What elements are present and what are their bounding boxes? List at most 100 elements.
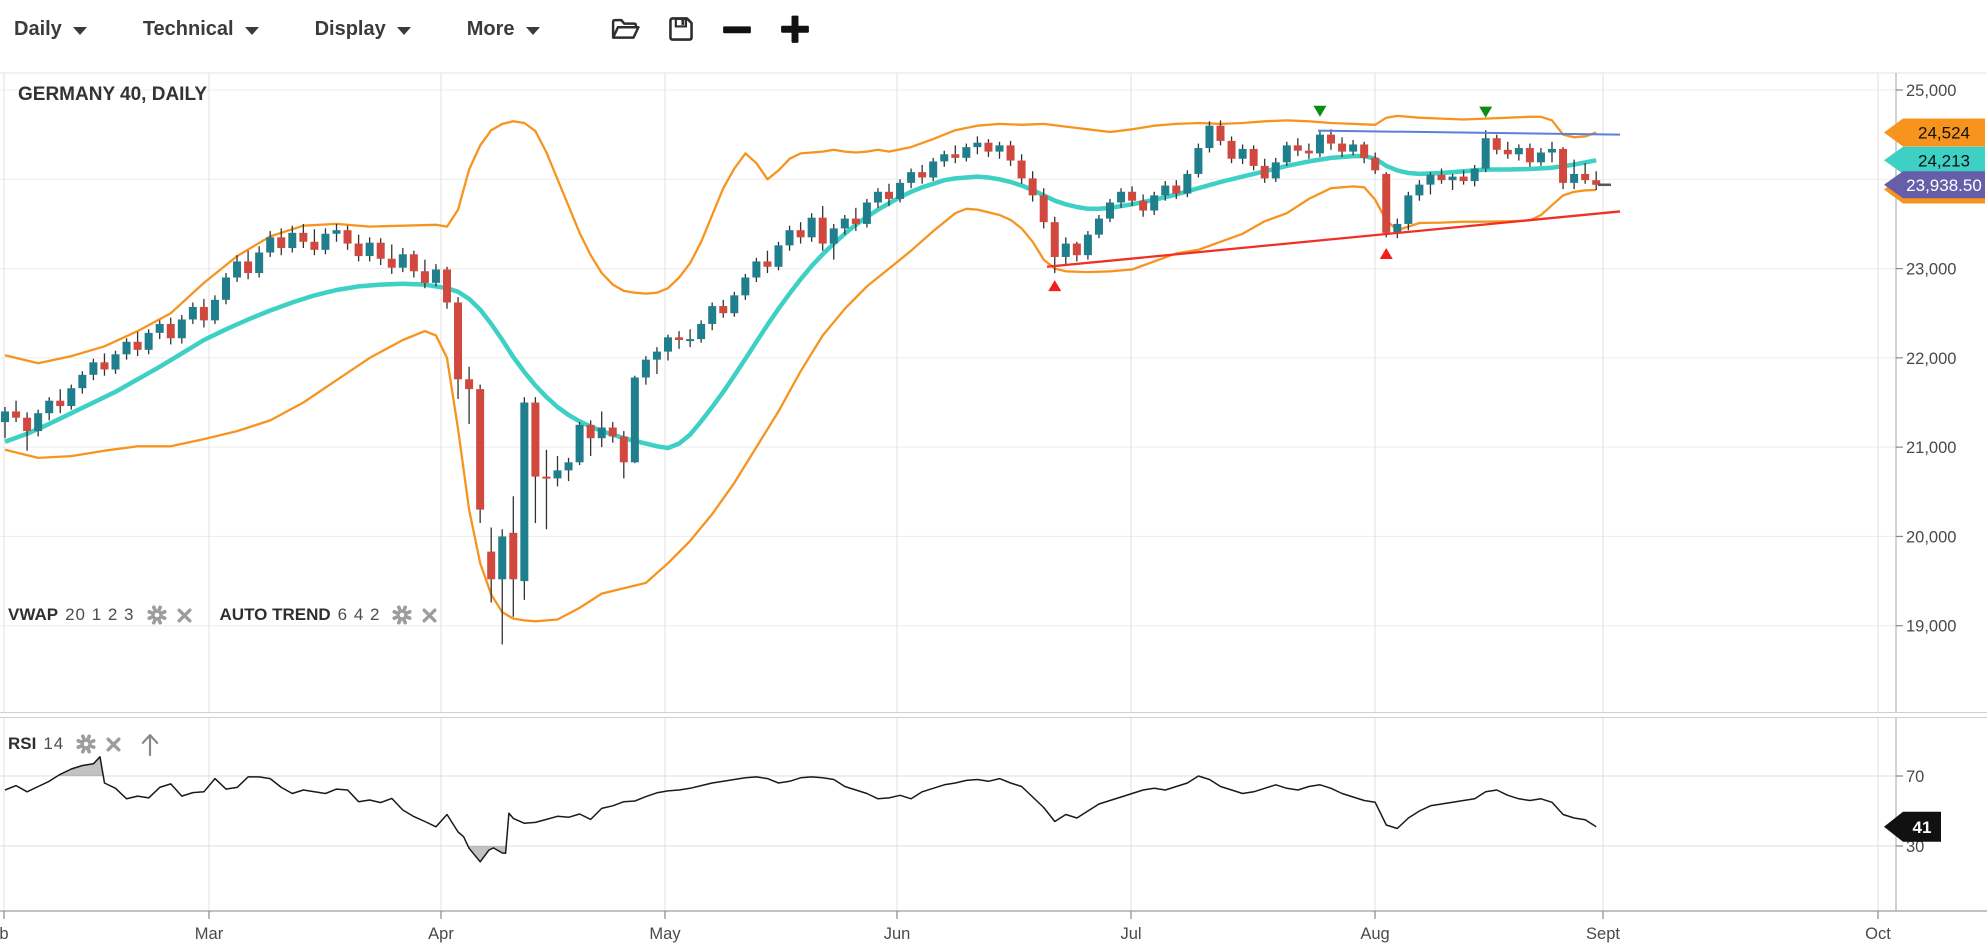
candle-body [133,341,142,350]
candle-body [675,337,684,341]
trendline-support [1046,210,1621,268]
candle-body [1338,143,1347,152]
candle-body [431,269,440,283]
sell-signal-icon [1479,106,1493,118]
candle-body [1581,173,1590,181]
chevron-down-icon [396,26,411,35]
candle-body [531,402,540,477]
price-tag-vwap [1884,146,1985,174]
candle-body [266,237,275,253]
menu-daily-label: Daily [14,17,62,40]
candle-body [1548,148,1556,153]
candle-body [664,337,672,352]
candle-body [1150,195,1159,211]
candle-body [233,261,242,278]
candle-body [343,230,352,244]
candle-body [1128,191,1137,201]
open-folder-icon[interactable] [610,15,641,43]
rsi-value-tag-value: 41 [1913,818,1932,837]
band-lower-line [4,185,1597,623]
candle-body [222,277,230,300]
menu-more[interactable]: More [467,18,540,41]
candle-body [1349,144,1358,152]
panel-splitter[interactable] [0,712,1987,718]
candle-body [1360,144,1369,158]
candle-body [398,254,407,268]
candle-body [697,323,706,340]
candle-body [1327,134,1335,144]
auto-trend-settings-icon[interactable] [392,605,413,625]
chevron-down-icon [72,26,87,35]
candle-body [1039,195,1048,223]
candle-body [1293,145,1302,151]
auto-trend-remove-icon[interactable] [422,607,437,623]
candle-body [376,242,385,259]
rsi-label: RSI [8,734,37,753]
candle-body [1,411,9,423]
candle-body [608,427,617,437]
candle-body [420,271,429,283]
menu-more-label: More [466,17,515,40]
candle-body [1139,200,1148,211]
candle-body [1559,148,1568,183]
auto-trend-label: AUTO TREND [219,605,331,624]
menu-technical[interactable]: Technical [143,18,259,41]
candle-body [829,228,838,244]
rsi-panel [4,756,1597,863]
save-icon[interactable] [667,15,695,43]
candle-body [520,402,529,582]
rsi-settings-icon[interactable] [76,734,96,754]
candle-body [553,470,562,479]
candles [1,120,1601,645]
zoom-in-icon[interactable] [779,15,811,43]
candle-body [1415,184,1424,196]
candle-body [155,323,164,333]
time-axis-label: May [649,925,681,943]
candle-body [1525,148,1534,163]
move-panel-up-icon[interactable] [139,731,161,758]
candle-body [862,202,871,224]
price-axis-label: 20,000 [1906,528,1956,546]
candle-body [56,400,65,407]
candle-body [619,436,628,463]
vwap-remove-icon[interactable] [176,607,192,623]
price-tag-last-close [1884,171,1985,199]
candle-body [1194,148,1203,174]
time-axis-label: Jun [884,925,911,943]
zoom-out-icon[interactable] [721,15,753,43]
rsi-remove-icon[interactable] [106,736,121,752]
time-axis-label: Oct [1865,925,1891,943]
candle-body [708,306,717,324]
time-axis-label: Sept [1586,925,1620,943]
candle-body [995,145,1004,152]
candle-body [310,241,319,250]
candle-body [785,230,794,246]
candle-body [354,243,363,257]
candle-body [255,252,264,274]
rsi-axis-label: 30 [1906,838,1924,856]
candle-body [1227,140,1236,159]
candle-body [1514,148,1523,155]
time-axis-label: b [0,925,9,943]
vwap-settings-icon[interactable] [146,605,167,625]
candle-body [1161,185,1170,196]
candle-body [277,237,286,249]
auto-trendlines [1046,129,1621,268]
candle-body [321,233,330,250]
chevron-down-icon [525,26,540,35]
candle-body [45,400,54,414]
candle-body [929,161,938,178]
candle-body [1426,174,1435,185]
candle-body [67,388,76,407]
candle-body [332,230,341,234]
candle-body [641,359,650,378]
candle-body [873,191,882,203]
candle-body [973,142,982,148]
menu-timeframe-daily[interactable]: Daily [14,18,87,41]
price-axis-label: 22,000 [1906,350,1956,368]
candle-body [885,191,893,199]
chart-title: GERMANY 40, DAILY [18,84,207,105]
menu-display[interactable]: Display [315,18,411,41]
trendline-resistance [1317,129,1621,136]
